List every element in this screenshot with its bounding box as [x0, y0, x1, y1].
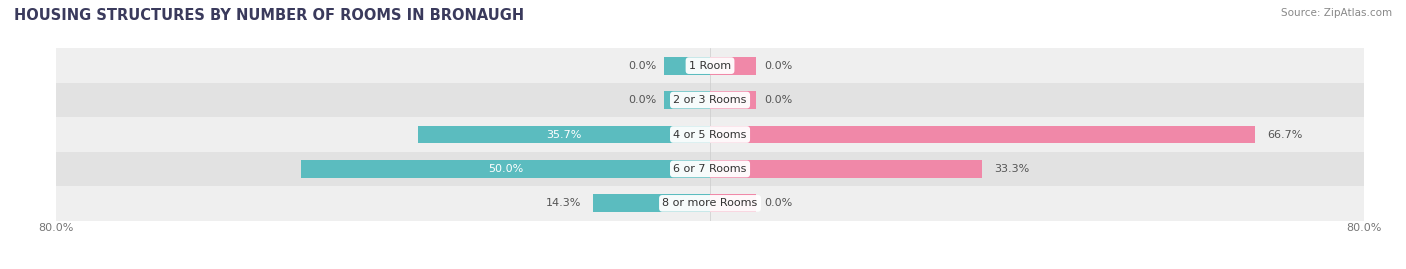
Text: 66.7%: 66.7% [1267, 129, 1303, 140]
Text: 14.3%: 14.3% [546, 198, 581, 208]
Text: 50.0%: 50.0% [488, 164, 523, 174]
Bar [710, 126, 1256, 143]
Bar [664, 57, 710, 75]
Text: 8 or more Rooms: 8 or more Rooms [662, 198, 758, 208]
Bar [664, 91, 710, 109]
Text: 0.0%: 0.0% [763, 61, 792, 71]
Text: 6 or 7 Rooms: 6 or 7 Rooms [673, 164, 747, 174]
Bar [418, 126, 710, 143]
Text: 4 or 5 Rooms: 4 or 5 Rooms [673, 129, 747, 140]
Bar [56, 117, 1364, 152]
Text: HOUSING STRUCTURES BY NUMBER OF ROOMS IN BRONAUGH: HOUSING STRUCTURES BY NUMBER OF ROOMS IN… [14, 8, 524, 23]
Text: 0.0%: 0.0% [763, 198, 792, 208]
Text: 1 Room: 1 Room [689, 61, 731, 71]
Bar [710, 160, 983, 178]
Text: 0.0%: 0.0% [628, 95, 657, 105]
Bar [301, 160, 710, 178]
Bar [593, 194, 710, 212]
Text: 0.0%: 0.0% [763, 95, 792, 105]
Text: 2 or 3 Rooms: 2 or 3 Rooms [673, 95, 747, 105]
Bar [56, 48, 1364, 83]
Text: Source: ZipAtlas.com: Source: ZipAtlas.com [1281, 8, 1392, 18]
Text: 33.3%: 33.3% [994, 164, 1029, 174]
Bar [56, 83, 1364, 117]
Text: 0.0%: 0.0% [628, 61, 657, 71]
Bar [56, 186, 1364, 221]
Bar [710, 194, 756, 212]
Text: 35.7%: 35.7% [547, 129, 582, 140]
Bar [56, 152, 1364, 186]
Bar [710, 91, 756, 109]
Bar [710, 57, 756, 75]
